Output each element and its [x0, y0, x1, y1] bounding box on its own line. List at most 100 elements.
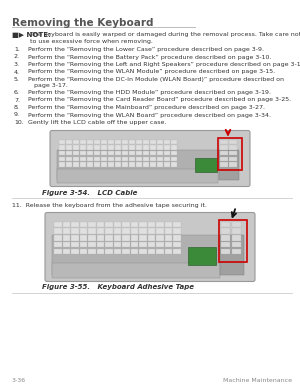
Bar — [71, 235, 79, 241]
Bar — [232, 228, 241, 234]
Bar — [143, 157, 149, 161]
Bar — [221, 249, 230, 254]
Bar — [52, 234, 220, 274]
FancyBboxPatch shape — [45, 213, 255, 282]
Bar — [188, 246, 216, 265]
Bar — [195, 158, 217, 171]
Bar — [232, 242, 241, 248]
Bar — [156, 235, 164, 241]
Bar — [122, 222, 130, 227]
Bar — [143, 151, 149, 156]
Bar — [164, 162, 170, 167]
Text: 6.: 6. — [14, 90, 20, 95]
Bar — [232, 235, 241, 241]
Bar — [105, 222, 112, 227]
Bar — [136, 151, 142, 156]
Bar — [129, 151, 135, 156]
Bar — [73, 157, 79, 161]
Bar — [122, 151, 128, 156]
Bar — [171, 157, 177, 161]
Text: Figure 3-54.   LCD Cable: Figure 3-54. LCD Cable — [42, 189, 137, 196]
Bar — [80, 242, 87, 248]
Bar — [108, 151, 114, 156]
Bar — [62, 242, 70, 248]
Bar — [94, 140, 100, 144]
Bar — [173, 235, 181, 241]
Bar — [219, 220, 247, 262]
Bar — [143, 140, 149, 144]
Bar — [88, 222, 95, 227]
Bar — [54, 235, 62, 241]
Bar — [105, 228, 112, 234]
Text: 3-36: 3-36 — [12, 378, 26, 383]
Bar — [71, 222, 79, 227]
Bar — [157, 151, 163, 156]
Bar — [101, 145, 107, 150]
Bar — [143, 162, 149, 167]
Bar — [130, 242, 138, 248]
Bar — [66, 157, 72, 161]
Bar — [80, 235, 87, 241]
Bar — [130, 235, 138, 241]
Bar — [122, 140, 128, 144]
Text: Perform the “Removing the WLAN Module” procedure described on page 3-15.: Perform the “Removing the WLAN Module” p… — [28, 69, 275, 74]
Bar — [62, 235, 70, 241]
Bar — [59, 157, 65, 161]
Bar — [62, 222, 70, 227]
Bar — [139, 222, 146, 227]
Bar — [87, 157, 93, 161]
Text: Perform the “Removing the Mainboard” procedure described on page 3-27.: Perform the “Removing the Mainboard” pro… — [28, 105, 265, 110]
Text: 5.: 5. — [14, 77, 20, 82]
Bar — [221, 235, 230, 241]
Bar — [221, 242, 230, 248]
Bar — [87, 140, 93, 144]
Bar — [220, 157, 227, 161]
Bar — [66, 140, 72, 144]
Bar — [54, 242, 62, 248]
Bar — [220, 162, 227, 167]
Bar — [101, 151, 107, 156]
Bar — [156, 249, 164, 254]
Bar — [80, 228, 87, 234]
Bar — [130, 249, 138, 254]
Bar — [220, 151, 227, 156]
Bar — [80, 151, 86, 156]
Bar — [59, 151, 65, 156]
Bar — [122, 228, 130, 234]
Text: 8.: 8. — [14, 105, 20, 110]
Bar — [73, 140, 79, 144]
Bar — [150, 151, 156, 156]
Bar — [229, 157, 236, 161]
Bar — [129, 162, 135, 167]
Text: Perform the “Removing the Battery Pack” procedure described on page 3-10.: Perform the “Removing the Battery Pack” … — [28, 54, 272, 59]
Text: Perform the “Removing the Left and Right Speakers” procedure described on page 3: Perform the “Removing the Left and Right… — [28, 62, 300, 67]
Bar — [164, 228, 172, 234]
Bar — [148, 242, 155, 248]
Bar — [97, 228, 104, 234]
Bar — [113, 235, 121, 241]
Bar — [157, 157, 163, 161]
Bar — [94, 157, 100, 161]
Bar — [73, 151, 79, 156]
Bar — [164, 249, 172, 254]
Text: to use excessive force when removing.: to use excessive force when removing. — [30, 38, 153, 43]
Bar — [148, 249, 155, 254]
Bar — [113, 249, 121, 254]
Bar — [87, 162, 93, 167]
Text: Perform the “Removing the DC-In Module (WLAN Board)” procedure described on: Perform the “Removing the DC-In Module (… — [28, 77, 284, 82]
Bar — [171, 151, 177, 156]
Bar — [80, 140, 86, 144]
Bar — [173, 222, 181, 227]
Bar — [156, 228, 164, 234]
Bar — [136, 145, 142, 150]
Bar — [220, 140, 227, 144]
Bar — [52, 263, 220, 277]
Bar — [221, 222, 230, 227]
Bar — [150, 140, 156, 144]
Bar — [157, 140, 163, 144]
FancyBboxPatch shape — [50, 130, 250, 187]
Bar — [59, 145, 65, 150]
Bar — [143, 145, 149, 150]
Bar — [164, 242, 172, 248]
Bar — [130, 228, 138, 234]
